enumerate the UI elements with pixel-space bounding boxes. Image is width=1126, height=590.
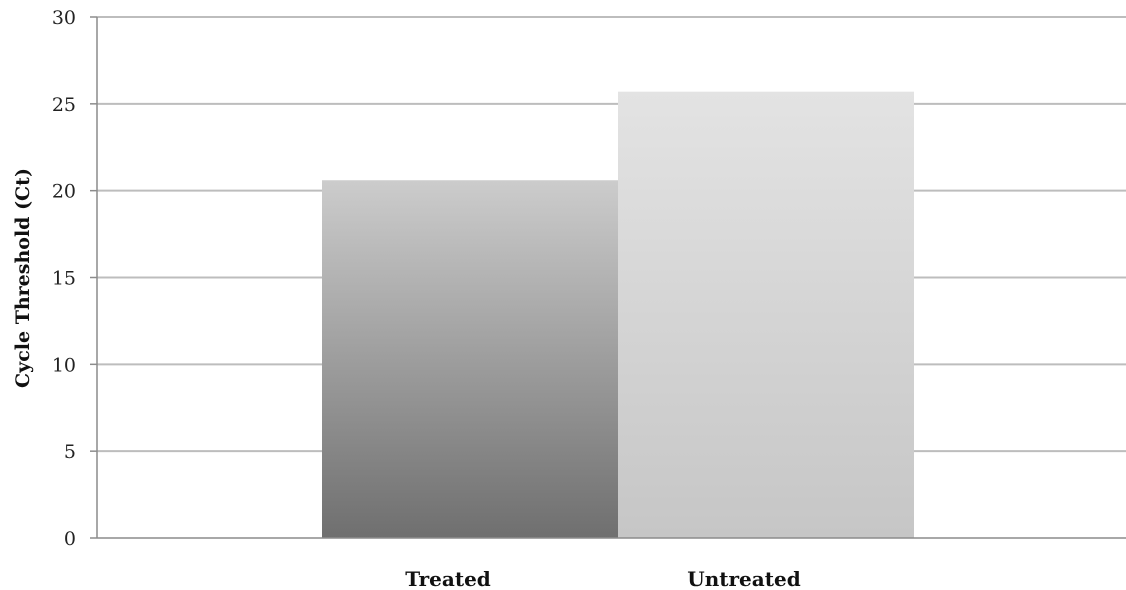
y-tick-label: 20 [52, 181, 76, 203]
x-category-label: Untreated [687, 567, 800, 590]
y-tick-labels: 0 5 10 15 20 25 30 [52, 7, 76, 550]
y-tick-label: 0 [64, 528, 76, 550]
y-axis-title: Cycle Threshold (Ct) [12, 168, 34, 388]
y-tick-label: 25 [52, 94, 76, 116]
bar-untreated [618, 91, 914, 538]
bar-treated [322, 180, 618, 538]
x-category-labels: Treated Untreated [405, 567, 801, 590]
x-category-label: Treated [405, 567, 491, 590]
axes [90, 16, 1126, 539]
y-tick-label: 5 [64, 441, 76, 463]
y-tick-label: 10 [52, 354, 76, 376]
y-tick-label: 15 [52, 268, 76, 290]
bars [322, 91, 914, 538]
y-tick-label: 30 [52, 7, 76, 29]
